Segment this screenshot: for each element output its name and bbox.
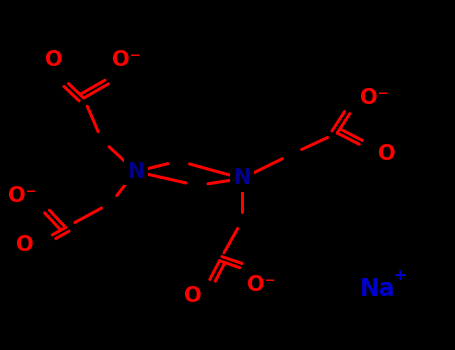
Text: O⁻: O⁻	[8, 186, 36, 206]
Text: O⁻: O⁻	[360, 88, 389, 108]
Text: O: O	[184, 286, 202, 306]
Text: O⁻: O⁻	[247, 275, 275, 295]
Text: O: O	[16, 235, 34, 255]
Text: Na: Na	[360, 277, 396, 301]
Text: O⁻: O⁻	[112, 50, 141, 70]
Text: +: +	[394, 268, 406, 283]
Text: O: O	[46, 50, 63, 70]
Text: N: N	[127, 161, 144, 182]
Text: N: N	[233, 168, 251, 189]
Text: O: O	[378, 144, 396, 164]
